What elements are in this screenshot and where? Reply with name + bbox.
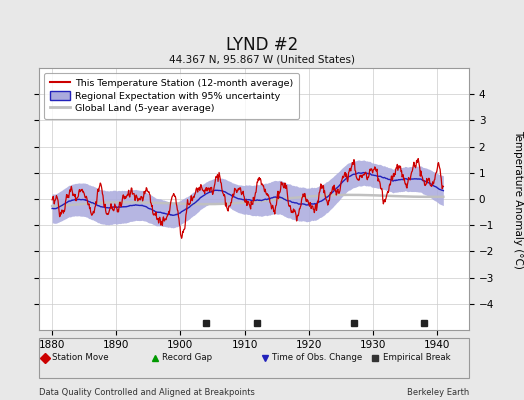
Text: 44.367 N, 95.867 W (United States): 44.367 N, 95.867 W (United States) — [169, 55, 355, 65]
Text: Data Quality Controlled and Aligned at Breakpoints: Data Quality Controlled and Aligned at B… — [39, 388, 255, 397]
Legend: This Temperature Station (12-month average), Regional Expectation with 95% uncer: This Temperature Station (12-month avera… — [44, 73, 299, 119]
Text: LYND #2: LYND #2 — [226, 36, 298, 54]
Text: Time of Obs. Change: Time of Obs. Change — [272, 354, 363, 362]
Text: Record Gap: Record Gap — [162, 354, 213, 362]
Y-axis label: Temperature Anomaly (°C): Temperature Anomaly (°C) — [514, 130, 523, 268]
Text: Station Move: Station Move — [52, 354, 109, 362]
Text: Empirical Break: Empirical Break — [383, 354, 450, 362]
Text: Berkeley Earth: Berkeley Earth — [407, 388, 469, 397]
